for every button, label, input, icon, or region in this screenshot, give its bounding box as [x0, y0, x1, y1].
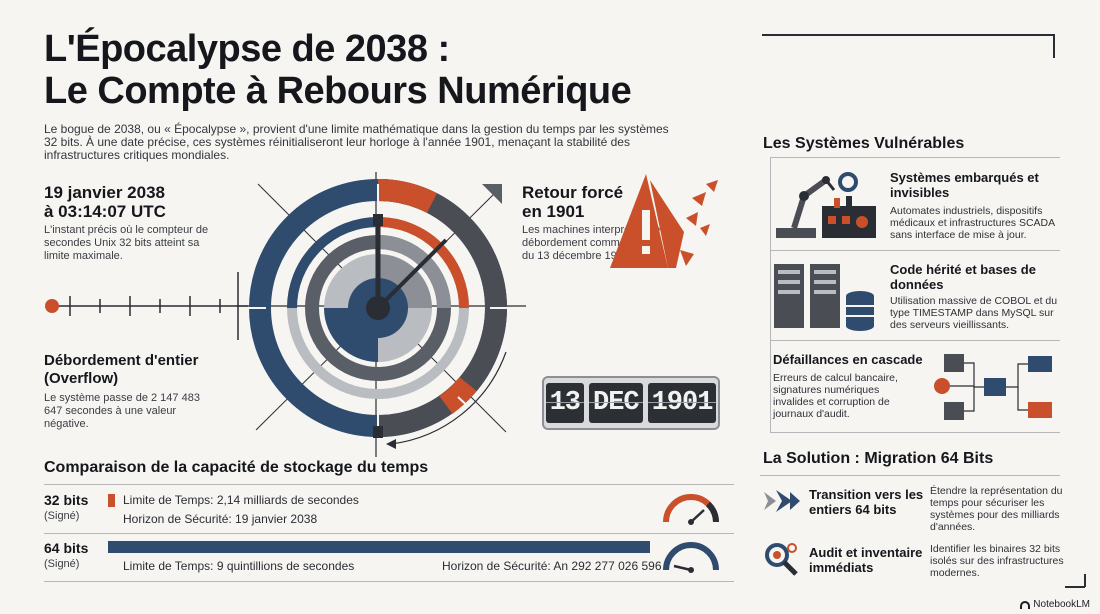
- date-description: L'instant précis où le compteur de secon…: [44, 224, 209, 262]
- flip-date-counter: 13 DEC 1901: [542, 376, 720, 430]
- clock-graphic: [236, 172, 526, 457]
- comparison-divider-bottom: [44, 581, 734, 582]
- vuln-left-rule: [770, 157, 771, 432]
- comparison-divider-middle: [44, 533, 734, 534]
- frame-top-line: [762, 34, 1054, 36]
- retour-heading-line-1: Retour forcé: [522, 183, 624, 202]
- card-legacy-desc: Utilisation massive de COBOL et du type …: [890, 295, 1058, 331]
- row-64-bar-fill: [108, 541, 650, 553]
- card-embedded-desc: Automates industriels, dispositifs médic…: [890, 205, 1055, 241]
- vulnerable-title: Les Systèmes Vulnérables: [763, 135, 965, 152]
- row-32-limit: Limite de Temps: 2,14 milliards de secon…: [123, 493, 359, 507]
- retour-heading: Retour forcé en 1901: [522, 183, 623, 221]
- timeline-ruler: [45, 272, 248, 340]
- solution-transition-title: Transition vers les entiers 64 bits: [809, 487, 924, 517]
- date-heading-line-2: à 03:14:07 UTC: [44, 202, 166, 221]
- vuln-rule-3: [770, 432, 1060, 433]
- solution-rule: [760, 475, 1060, 476]
- notebooklm-logo-icon: [1020, 600, 1031, 609]
- comparison-divider-top: [44, 484, 734, 485]
- solution-title: La Solution : Migration 64 Bits: [763, 450, 994, 467]
- notebooklm-footer: NotebookLM: [1020, 599, 1090, 610]
- card-legacy-title: Code hérité et bases de données: [890, 262, 1036, 292]
- row-32-horizon: Horizon de Sécurité: 19 janvier 2038: [123, 512, 318, 526]
- vuln-rule-1: [770, 250, 1060, 251]
- row-64-gauge-icon: [663, 542, 719, 573]
- row-64-signed: (Signé): [44, 558, 80, 570]
- overflow-description: Le système passe de 2 147 483 647 second…: [44, 392, 200, 430]
- date-heading-line-1: 19 janvier 2038: [44, 183, 165, 202]
- counter-month: DEC: [589, 383, 643, 423]
- row-32-bits-label: 32 bits: [44, 492, 89, 508]
- vuln-rule-0: [770, 157, 1060, 158]
- row-32-signed: (Signé): [44, 510, 80, 522]
- retour-heading-line-2: en 1901: [522, 202, 585, 221]
- cascade-network-icon: [934, 354, 1052, 420]
- date-heading: 19 janvier 2038 à 03:14:07 UTC: [44, 183, 166, 221]
- magnifier-gear-icon: [765, 543, 798, 576]
- frame-bottom-line: [1065, 586, 1085, 588]
- counter-year: 1901: [647, 383, 717, 423]
- row-64-bar-track: [108, 541, 650, 553]
- solution-audit-title: Audit et inventaire immédiats: [809, 545, 923, 575]
- card-embedded-title: Systèmes embarqués et invisibles: [890, 170, 1039, 200]
- robot-arm-factory-icon: [776, 172, 876, 238]
- row-64-limit: Limite de Temps: 9 quintillions de secon…: [123, 559, 355, 573]
- comparison-title: Comparaison de la capacité de stockage d…: [44, 459, 429, 476]
- solution-transition-desc: Étendre la représentation du temps pour …: [930, 485, 1063, 533]
- page-title-line-1: L'Épocalypse de 2038 :: [44, 28, 450, 70]
- frame-bottom-corner: [1084, 574, 1086, 587]
- row-64-horizon: Horizon de Sécurité: An 292 277 026 596: [442, 559, 662, 573]
- intro-text: Le bogue de 2038, ou « Épocalypse », pro…: [44, 122, 669, 162]
- card-cascade-title: Défaillances en cascade: [773, 352, 923, 367]
- overflow-heading-line-1: Débordement d'entier: [44, 352, 199, 369]
- overflow-heading: Débordement d'entier (Overflow): [44, 352, 198, 388]
- row-64-bits-label: 64 bits: [44, 540, 89, 556]
- counter-day: 13: [545, 383, 585, 423]
- frame-right-line: [1053, 34, 1055, 58]
- server-database-icon: [774, 264, 874, 331]
- footer-label: NotebookLM: [1033, 599, 1090, 610]
- page-title-line-2: Le Compte à Rebours Numérique: [44, 70, 632, 112]
- broken-warning-icon: [610, 174, 718, 268]
- row-32-bar-track: [108, 494, 650, 507]
- vuln-rule-2: [770, 340, 1060, 341]
- overflow-heading-line-2: (Overflow): [44, 370, 119, 387]
- row-32-bar-fill: [108, 494, 116, 507]
- card-cascade-desc: Erreurs de calcul bancaire, signatures n…: [773, 372, 898, 420]
- row-32-gauge-icon: [663, 494, 719, 525]
- solution-audit-desc: Identifier les binaires 32 bits isolés s…: [930, 543, 1064, 579]
- double-arrow-icon: [764, 490, 800, 512]
